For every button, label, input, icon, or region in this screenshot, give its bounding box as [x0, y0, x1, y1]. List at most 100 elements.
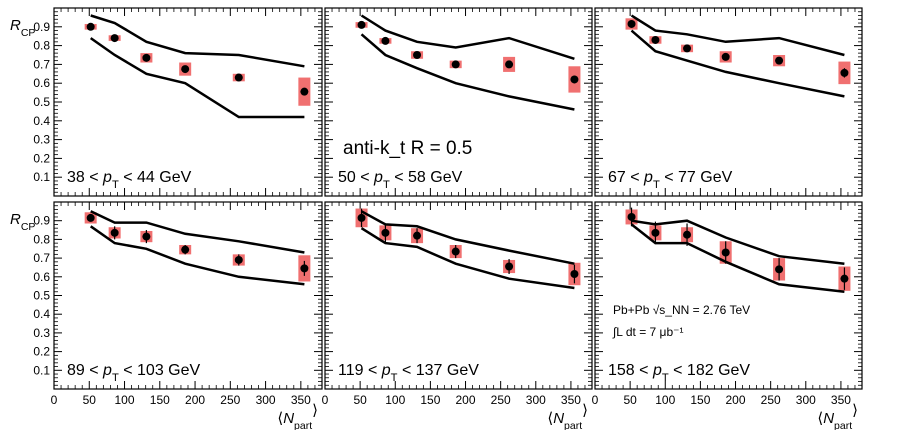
panel-label: 67 < pT < 77 GeV — [608, 169, 733, 191]
x-axis-title: ⟨Npart⟩ — [817, 402, 858, 431]
data-point — [181, 65, 190, 74]
data-point — [683, 230, 692, 239]
data-point — [234, 73, 243, 82]
data-point — [451, 60, 460, 69]
x-tick-label: 50 — [623, 393, 637, 407]
panel-label: 119 < pT < 137 GeV — [338, 362, 479, 384]
band-lower-line — [360, 227, 575, 290]
y-tick-label: 0.5 — [33, 289, 50, 303]
data-point — [110, 228, 119, 237]
data-point — [775, 265, 784, 274]
data-point — [721, 52, 730, 61]
collision-label: Pb+Pb √s_NN = 2.76 TeV — [613, 303, 750, 317]
band-lower-line — [630, 223, 845, 294]
panel-label: 89 < pT < 103 GeV — [67, 362, 201, 384]
data-point — [413, 231, 422, 240]
band-upper-line — [90, 14, 305, 68]
x-tick-label: 0 — [51, 393, 58, 407]
panel-frame — [53, 7, 323, 197]
data-point — [721, 248, 730, 257]
band-upper-line — [360, 14, 575, 60]
data-point — [840, 274, 849, 283]
y-tick-label: 0.2 — [33, 151, 50, 165]
x-tick-label: 0 — [322, 393, 329, 407]
data-point — [775, 56, 784, 65]
y-tick-label: 0.6 — [33, 270, 50, 284]
y-tick-label: 0.8 — [33, 39, 50, 53]
data-point — [570, 75, 579, 84]
y-tick-label: 0.9 — [33, 20, 50, 34]
panel-3: 67 < pT < 77 GeV — [594, 7, 863, 197]
x-tick-label: 250 — [220, 393, 240, 407]
y-tick-label: 0.2 — [33, 345, 50, 359]
data-point — [381, 36, 390, 45]
x-tick-label: 300 — [796, 393, 816, 407]
y-tick-label: 0.1 — [33, 363, 50, 377]
y-tick-label: 0.7 — [33, 251, 50, 265]
panel-6: 0 50 100 150 200 250 300 350 158 < pT < 182 GeV — [592, 201, 863, 407]
y-tick-label: 0.3 — [33, 133, 50, 147]
band-lower-line — [89, 37, 305, 119]
x-tick-label: 200 — [456, 393, 476, 407]
data-point — [300, 87, 309, 96]
data-point — [505, 262, 514, 271]
data-point — [451, 247, 460, 256]
panel-label: 38 < pT < 44 GeV — [67, 169, 192, 191]
x-tick-label: 250 — [491, 393, 511, 407]
x-tick-label: 350 — [561, 393, 581, 407]
band-upper-line — [90, 210, 305, 254]
y-tick-label: 0.4 — [33, 307, 50, 321]
data-point — [570, 269, 579, 278]
y-tick-label: 0.7 — [33, 57, 50, 71]
panel-frame — [594, 7, 863, 197]
data-point — [683, 44, 692, 53]
x-tick-label: 50 — [83, 393, 97, 407]
data-point — [142, 232, 151, 241]
band-lower-line — [89, 225, 305, 286]
y-tick-label: 0.3 — [33, 326, 50, 340]
data-point — [413, 51, 422, 59]
x-tick-label: 50 — [353, 393, 367, 407]
x-tick-label: 200 — [726, 393, 746, 407]
x-tick-label: 100 — [115, 393, 135, 407]
band-upper-line — [360, 210, 575, 265]
data-point — [357, 213, 366, 222]
data-point — [142, 53, 151, 62]
panel-label: 50 < pT < 58 GeV — [338, 169, 463, 191]
data-point — [86, 22, 95, 31]
band-upper-line — [631, 219, 845, 265]
data-point — [651, 35, 660, 44]
data-point — [86, 213, 95, 222]
x-tick-label: 350 — [291, 393, 311, 407]
panel-frame — [594, 201, 863, 390]
jet-algorithm-label: anti-k_t R = 0.5 — [343, 138, 472, 159]
x-tick-label: 0 — [592, 393, 599, 407]
x-tick-label: 150 — [420, 393, 440, 407]
band-lower-line — [360, 33, 575, 111]
panel-2: 50 < pT < 58 GeV — [324, 7, 593, 197]
y-tick-label: 0.9 — [33, 214, 50, 228]
data-point — [840, 68, 849, 77]
data-point — [381, 228, 390, 237]
data-point — [181, 245, 190, 254]
panel-5: 0 50 100 150 200 250 300 350 119 < pT < 137 GeV — [322, 201, 593, 407]
x-tick-label: 300 — [526, 393, 546, 407]
x-axis-title: ⟨Npart⟩ — [277, 402, 318, 431]
panel-label: 158 < pT < 182 GeV — [608, 362, 750, 384]
band-lower-line — [630, 29, 845, 98]
data-point — [627, 19, 636, 28]
y-tick-label: 0.6 — [33, 76, 50, 90]
y-axis-title: RCP — [10, 211, 35, 233]
x-tick-label: 250 — [761, 393, 781, 407]
panel-4: 0.1 0.2 0.3 0.4 0.5 0.6 0.7 0.8 0.9 0 50 100 150 200 2… — [33, 201, 323, 407]
data-point — [651, 228, 660, 237]
luminosity-label: ∫L dt = 7 μb⁻¹ — [612, 325, 683, 339]
x-tick-label: 100 — [385, 393, 405, 407]
y-tick-label: 0.4 — [33, 114, 50, 128]
data-point — [300, 264, 309, 273]
x-axis-title: ⟨Npart⟩ — [547, 402, 588, 431]
x-tick-label: 300 — [256, 393, 276, 407]
data-point — [627, 212, 636, 221]
data-point — [505, 60, 514, 69]
